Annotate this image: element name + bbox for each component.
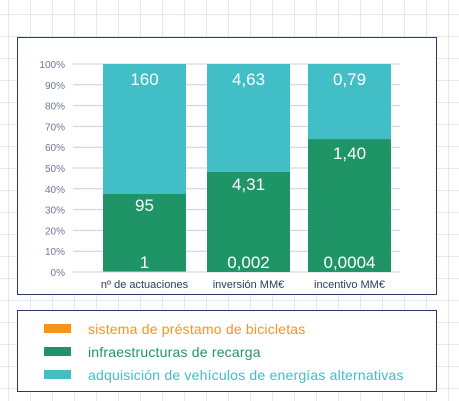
x-category-label: inversión MM€ bbox=[213, 279, 285, 291]
legend-label-charging-infrastructure: infraestructuras de recarga bbox=[88, 343, 261, 360]
data-label: 4,31 bbox=[232, 175, 265, 194]
data-label: 1 bbox=[140, 253, 149, 272]
x-category-label: nº de actuaciones bbox=[101, 279, 189, 291]
chart-panel: 0% 10% 20% 30% 40% 50% 60% 70% 80% 90% 100% nº de a… bbox=[17, 37, 437, 295]
legend-item-charging-infrastructure: infraestructuras de recarga bbox=[44, 340, 436, 363]
y-tick-label: 90% bbox=[45, 81, 65, 92]
x-category-label: incentivo MM€ bbox=[314, 279, 385, 291]
data-label: 1,40 bbox=[333, 144, 366, 163]
y-tick-label: 100% bbox=[39, 60, 65, 71]
legend-item-alternative-vehicles: adquisición de vehículos de energías alt… bbox=[44, 363, 436, 386]
y-tick-label: 10% bbox=[45, 247, 65, 258]
legend-label-alternative-vehicles: adquisición de vehículos de energías alt… bbox=[88, 366, 404, 383]
bar-segment bbox=[308, 139, 391, 272]
y-tick-label: 30% bbox=[45, 206, 65, 217]
data-label: 0,002 bbox=[227, 253, 270, 272]
y-tick-label: 60% bbox=[45, 143, 65, 154]
bar-segment bbox=[103, 194, 186, 272]
legend-item-bicycle-sharing: sistema de préstamo de bicicletas bbox=[44, 317, 436, 340]
y-tick-label: 0% bbox=[51, 268, 66, 279]
legend-swatch-bicycle-sharing bbox=[44, 324, 71, 333]
data-label: 95 bbox=[135, 196, 154, 215]
legend: sistema de préstamo de bicicletas infrae… bbox=[17, 310, 437, 392]
y-tick-label: 40% bbox=[45, 185, 65, 196]
y-tick-label: 20% bbox=[45, 226, 65, 237]
legend-swatch-charging-infrastructure bbox=[44, 347, 71, 356]
legend-label-bicycle-sharing: sistema de préstamo de bicicletas bbox=[88, 320, 306, 337]
y-tick-label: 80% bbox=[45, 102, 65, 113]
bar-segment bbox=[207, 64, 290, 172]
bar-segment bbox=[308, 64, 391, 140]
legend-swatch-alternative-vehicles bbox=[44, 370, 71, 379]
data-label: 160 bbox=[130, 70, 158, 89]
data-label: 0,0004 bbox=[324, 253, 376, 272]
bar-segment bbox=[103, 64, 186, 194]
y-tick-label: 70% bbox=[45, 122, 65, 133]
data-label: 4,63 bbox=[232, 70, 265, 89]
stacked-bar-chart: 0% 10% 20% 30% 40% 50% 60% 70% 80% 90% 100% nº de a… bbox=[39, 60, 400, 291]
data-label: 0,79 bbox=[333, 70, 366, 89]
y-tick-label: 50% bbox=[45, 164, 65, 175]
bar-segment bbox=[207, 171, 290, 272]
